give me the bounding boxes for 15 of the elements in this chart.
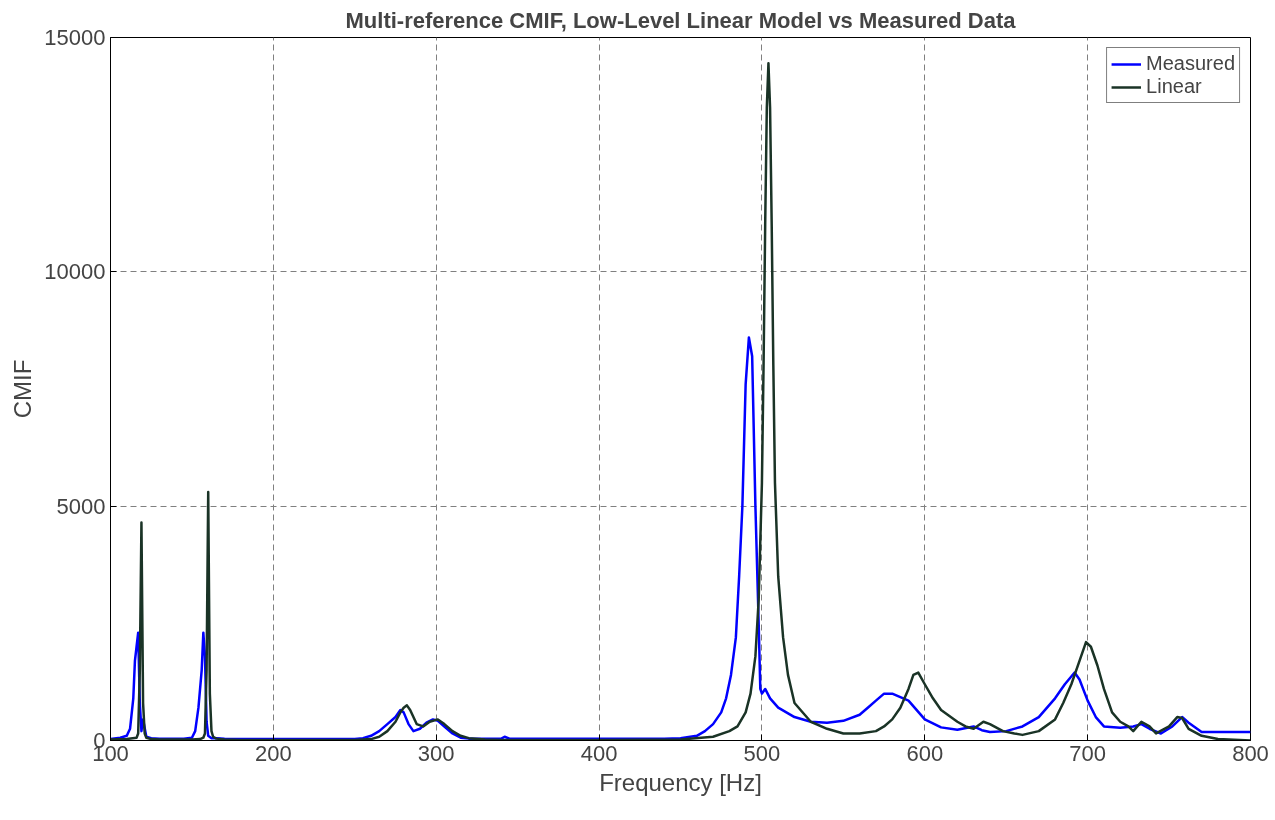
y-axis-title: CMIF [9,359,37,419]
y-tick-label: 15000 [44,25,106,50]
chart-title: Multi-reference CMIF, Low-Level Linear Model vs Measured Data [345,7,1017,33]
y-tick-label: 10000 [44,259,106,285]
x-tick-label: 600 [906,740,944,766]
x-tick-label: 300 [417,740,455,766]
x-tick-label: 500 [743,740,781,766]
y-tick-label: 5000 [56,493,106,519]
x-tick-label: 700 [1069,740,1107,766]
x-axis-title: Frequency [Hz] [599,768,762,796]
legend-label: Linear [1146,75,1202,98]
x-tick-label: 800 [1232,740,1269,766]
x-tick-label: 400 [580,740,618,766]
legend-label: Measured [1146,52,1235,75]
x-tick-label: 200 [255,740,292,766]
